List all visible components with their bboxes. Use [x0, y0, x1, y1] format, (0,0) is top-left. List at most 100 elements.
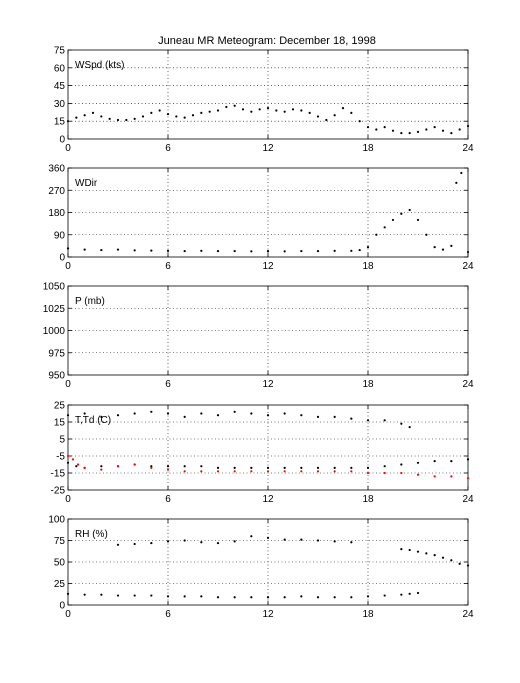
data-point [441, 248, 445, 251]
data-point [83, 466, 86, 469]
data-point [333, 249, 336, 252]
y-tick-label: 0 [59, 135, 65, 146]
x-tick-label: 6 [165, 379, 171, 390]
y-tick-label: 1050 [43, 282, 66, 293]
data-point [83, 114, 86, 117]
data-point [216, 414, 220, 417]
data-point [333, 540, 336, 543]
data-point [116, 594, 120, 597]
data-point [400, 422, 403, 425]
x-tick-label: 12 [262, 494, 274, 505]
x-tick-label: 18 [362, 143, 374, 154]
data-point [200, 111, 203, 114]
data-point [233, 540, 236, 543]
data-point [183, 539, 186, 542]
y-tick-label: -25 [51, 486, 66, 497]
data-point [391, 218, 395, 222]
data-point [216, 249, 220, 253]
data-point [133, 249, 136, 252]
data-point [341, 107, 345, 110]
data-point [266, 414, 270, 417]
x-tick-label: 6 [165, 261, 171, 272]
data-point [458, 562, 461, 565]
data-point [400, 212, 403, 215]
x-tick-label: 0 [65, 143, 71, 154]
data-point [366, 246, 370, 249]
data-point [455, 181, 458, 184]
x-tick-label: 24 [462, 143, 474, 154]
data-point [133, 542, 136, 546]
y-tick-label: 950 [48, 371, 65, 382]
data-point [283, 250, 286, 253]
data-point [200, 465, 203, 468]
data-point [416, 473, 420, 476]
data-point [183, 249, 186, 253]
data-point [416, 550, 420, 553]
data-point [466, 477, 470, 480]
data-point [316, 596, 320, 599]
data-point [266, 470, 270, 473]
series-wspd-0 [66, 104, 470, 135]
data-point [133, 117, 136, 120]
data-point [266, 466, 270, 469]
y-tick-label: 975 [48, 348, 65, 359]
data-point [116, 543, 120, 546]
data-point [466, 250, 470, 254]
data-point [233, 596, 236, 599]
data-point [100, 468, 103, 471]
panel-temp: 0 6 12 18 24 -25 -15 -5 5 15 25 T,Td (C) [51, 401, 474, 506]
data-point [266, 536, 270, 540]
data-point [408, 426, 411, 429]
data-point [250, 535, 253, 538]
series-rh-1 [66, 591, 420, 599]
data-point [366, 126, 370, 129]
data-point [358, 120, 361, 123]
data-point [225, 105, 228, 109]
data-point [166, 540, 170, 543]
data-point [400, 131, 403, 135]
data-point [133, 412, 136, 415]
y-tick-label: 5 [59, 435, 65, 446]
x-tick-label: 12 [262, 379, 274, 390]
data-point [241, 108, 245, 111]
data-point [150, 249, 153, 252]
data-point [333, 466, 336, 469]
y-tick-label: 360 [48, 164, 65, 175]
data-point [375, 128, 378, 131]
data-point [433, 460, 436, 463]
x-tick-label: 24 [462, 379, 474, 390]
data-point [108, 117, 111, 120]
y-tick-label: 1000 [43, 326, 66, 337]
data-point [250, 110, 253, 113]
x-tick-label: 6 [165, 494, 171, 505]
data-point [316, 249, 320, 253]
data-point [133, 594, 136, 597]
data-point [350, 596, 353, 599]
series-temp-2 [66, 454, 470, 480]
data-point [408, 208, 411, 212]
y-tick-label: 0 [59, 601, 65, 612]
data-point [383, 465, 386, 468]
data-point [216, 541, 220, 545]
data-point [300, 414, 303, 417]
series-rh-0 [116, 535, 470, 567]
data-point [450, 475, 453, 478]
data-point [250, 596, 253, 599]
y-tick-label: 180 [48, 208, 65, 219]
data-point [416, 130, 420, 133]
data-point [133, 463, 136, 466]
data-point [166, 595, 170, 598]
data-point [316, 466, 320, 469]
x-tick-label: 24 [462, 609, 474, 620]
data-point [350, 249, 353, 252]
data-point [400, 593, 403, 596]
data-point [200, 470, 203, 473]
data-point [450, 460, 453, 463]
panel-rh: 0 6 12 18 24 0 25 50 75 100 RH (%) [48, 515, 474, 621]
panel-label-wspd: WSpd (kts) [75, 60, 124, 71]
data-point [450, 131, 453, 135]
data-point [216, 109, 220, 112]
data-point [66, 414, 70, 417]
data-point [316, 539, 320, 542]
data-point [250, 470, 253, 473]
